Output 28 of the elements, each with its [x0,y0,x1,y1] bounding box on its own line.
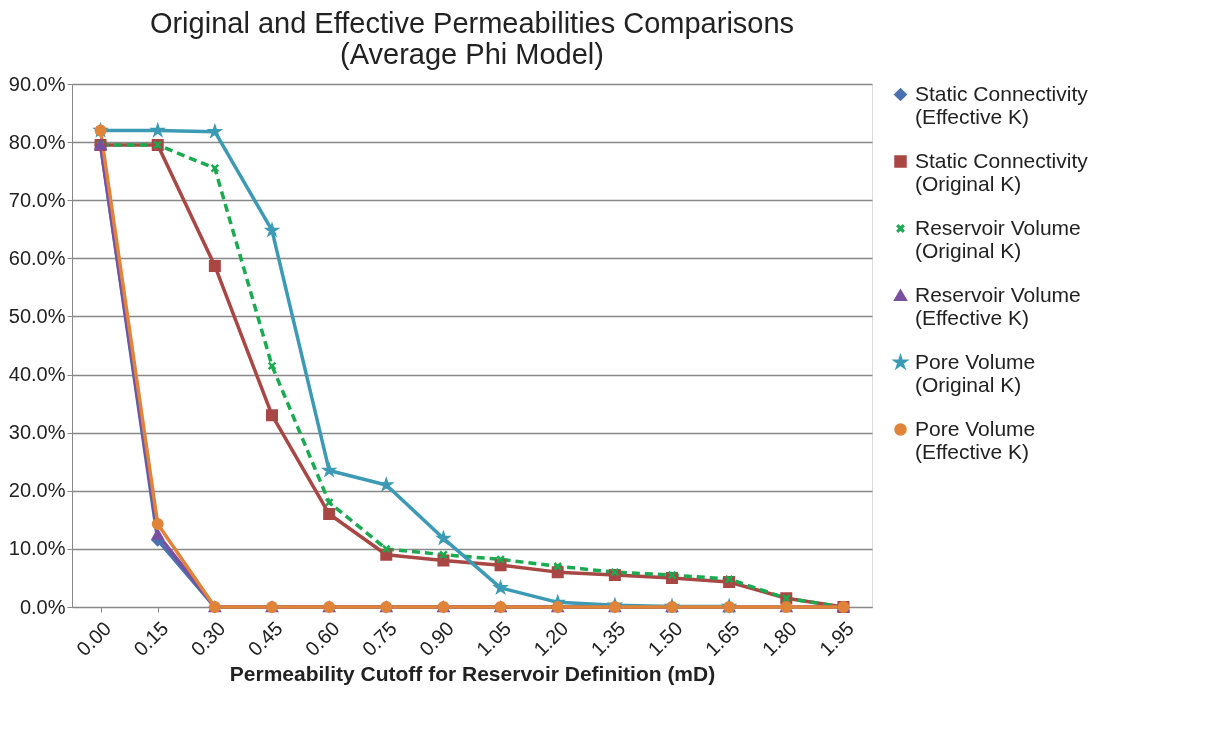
legend-label: Pore Volume (Original K) [915,349,1036,396]
chart-title: Original and Effective Permeabilities Comparisons (Average Phi Model) [149,7,795,70]
legend-label: Static Connectivity (Effective K) [915,81,1089,128]
x-tick-label: 0.60 [300,617,344,661]
legend-label: Pore Volume (Effective K) [915,416,1036,463]
y-tick-label: 20.0% [8,479,66,502]
y-tick-label: 70.0% [8,188,66,211]
x-tick-label: 0.00 [72,617,116,661]
x-tick-label: 0.90 [414,617,459,661]
y-tick-label: 80.0% [8,130,66,153]
legend-label: Reservoir Volume (Original K) [915,215,1081,262]
y-tick-label: 60.0% [8,246,66,269]
y-tick-label: 0.0% [19,595,66,618]
x-tick-label: 1.80 [757,617,801,661]
x-tick-label: 0.15 [129,617,173,661]
y-tick-label: 40.0% [8,363,66,386]
y-tick-label: 30.0% [8,421,66,444]
legend-label: Static Connectivity (Original K) [915,148,1089,195]
x-tick-label: 0.30 [186,617,230,661]
legend-label: Reservoir Volume (Effective K) [915,282,1081,329]
x-tick-label: 1.50 [643,617,687,661]
y-tick-label: 50.0% [8,304,66,327]
x-tick-label: 1.20 [529,617,573,661]
x-tick-label: 0.75 [357,617,401,661]
x-axis-title: Permeability Cutoff for Reservoir Definition (mD) [229,662,716,686]
y-tick-label: 10.0% [8,537,66,560]
x-tick-label: 0.45 [243,617,287,661]
y-tick-label: 90.0% [8,72,66,95]
